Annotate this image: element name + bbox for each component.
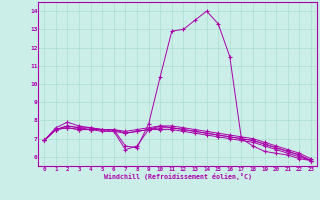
X-axis label: Windchill (Refroidissement éolien,°C): Windchill (Refroidissement éolien,°C) [104, 173, 252, 180]
